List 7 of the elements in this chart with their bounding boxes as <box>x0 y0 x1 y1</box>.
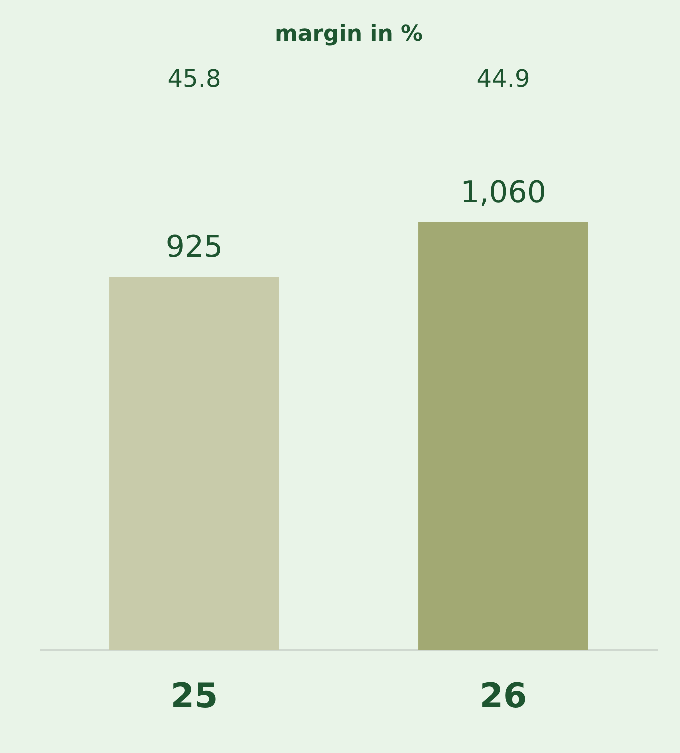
chart-title: margin in % <box>274 22 424 47</box>
data-label: 925 <box>166 230 224 265</box>
x-tick-label: 26 <box>480 676 528 716</box>
x-tick-label: 25 <box>170 676 218 716</box>
text: 44.9 <box>476 65 530 93</box>
data-label: 1,060 <box>460 176 546 211</box>
text: 45.8 <box>168 65 222 93</box>
